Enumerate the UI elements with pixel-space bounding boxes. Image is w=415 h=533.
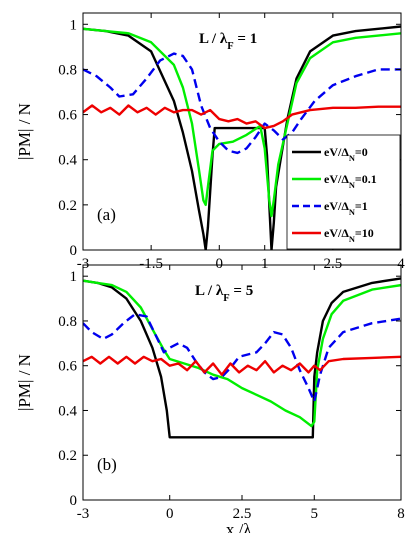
y-tick-label: 0.2 [58, 198, 77, 214]
y-tick-label: 0.8 [58, 314, 77, 330]
y-axis-label: |PM| / N [15, 103, 34, 160]
legend-box [286, 134, 401, 250]
y-tick-label: 0.6 [58, 108, 77, 124]
chart-panel-a: -3 -1.5 0 1 2.5 4 0 0.2 0.4 0.6 0.8 1 |PM| / N L / λF… [15, 12, 405, 272]
x-axis-label: x /λF [226, 520, 259, 533]
y-tick-label: 0.4 [58, 153, 77, 169]
x-tick-label: 0 [216, 256, 224, 272]
series-line-4 [83, 104, 401, 130]
x-tick-label: -1.5 [139, 256, 163, 272]
x-tick-label: -3 [77, 506, 90, 522]
x-tick-label: 0 [166, 506, 174, 522]
series-line-2 [83, 279, 401, 428]
panel-label: (b) [97, 455, 117, 474]
x-tick-label: 2.5 [323, 256, 342, 272]
y-tick-label: 0.8 [58, 62, 77, 78]
legend-label-2: eV/ΔN=0.1 [324, 172, 377, 190]
y-tick-label: 0 [70, 243, 78, 259]
y-tick-label: 1 [70, 17, 78, 33]
series-line-3 [83, 52, 401, 155]
annotation-label: L / λF = 1 [199, 31, 257, 52]
y-tick-label: 0.2 [58, 448, 77, 464]
legend: eV/ΔN=0 eV/ΔN=0.1 eV/ΔN=1 eV/ΔN=10 [286, 134, 401, 250]
y-tick-label: 0 [70, 493, 78, 509]
y-tick-label: 0.6 [58, 359, 77, 375]
x-tick-label: 8 [397, 506, 405, 522]
annotation-label: L / λF = 5 [195, 283, 253, 304]
x-tick-label: 5 [311, 506, 319, 522]
y-tick-label: 0.4 [58, 403, 77, 419]
series-line-2 [83, 27, 401, 218]
x-tick-label: -3 [77, 256, 90, 272]
x-tick-label: 1 [261, 256, 269, 272]
series-line-1 [83, 277, 401, 439]
series-line-3 [83, 313, 401, 403]
plot-frame [82, 264, 402, 501]
panel-label: (a) [97, 205, 116, 224]
y-tick-label: 1 [70, 269, 78, 285]
plot-frame [82, 12, 402, 251]
x-tick-label: 2.5 [233, 506, 252, 522]
y-axis-label: |PM| / N [15, 354, 34, 411]
series-line-1 [83, 25, 401, 250]
series-line-4 [83, 355, 401, 376]
x-tick-label: 4 [397, 256, 405, 272]
legend-label-4: eV/ΔN=10 [324, 226, 374, 244]
legend-label-3: eV/ΔN=1 [324, 199, 368, 217]
legend-label-1: eV/ΔN=0 [324, 145, 368, 163]
